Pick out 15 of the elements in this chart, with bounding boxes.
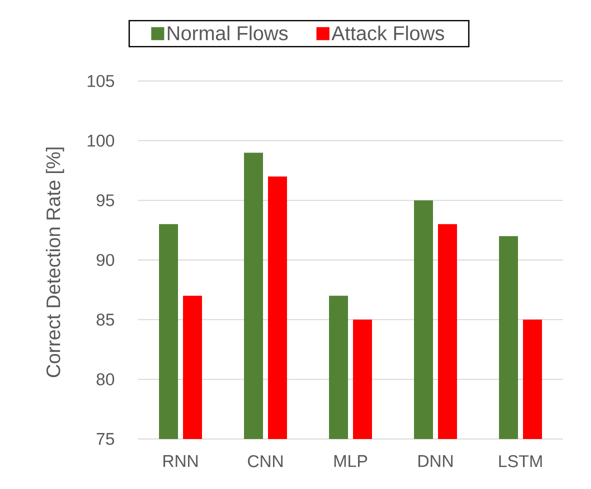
y-axis-title: Correct Detection Rate [%] [46,148,64,378]
y-tick-label: 75 [96,433,114,445]
x-tick-label: LSTM [499,455,542,468]
x-tick-label: MLP [334,455,368,467]
y-tick-label: 95 [96,194,114,206]
y-tick-label: 85 [96,314,114,326]
x-tick-label: DNN [418,455,453,467]
legend-label: Normal Flows [168,26,288,40]
x-tick-label: RNN [163,455,198,467]
legend-label: Attack Flows [331,26,444,40]
y-tick-label: 90 [96,254,114,266]
y-tick-label: 105 [88,74,114,88]
y-tick-label: 80 [96,373,114,386]
y-tick-label: 100 [88,134,114,147]
x-tick-label: CNN [248,455,283,468]
